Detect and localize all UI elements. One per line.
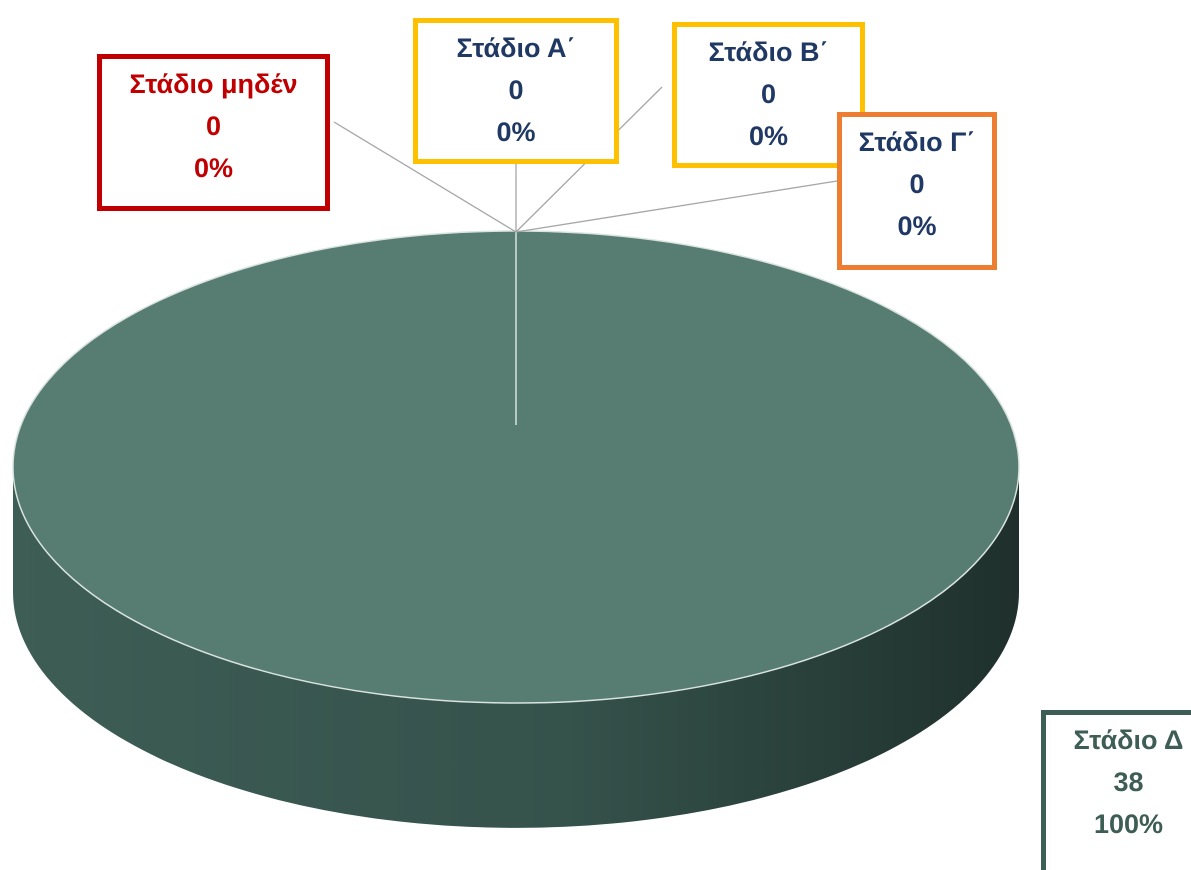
data-label-percent: 100%	[1093, 809, 1164, 839]
data-label-value: 0	[205, 111, 222, 141]
data-label-category: Στάδιο μηδέν	[129, 69, 298, 99]
data-label-category: Στάδιο Β΄	[708, 37, 829, 67]
data-label-value: 0	[909, 169, 925, 199]
data-label-percent: 0%	[748, 121, 789, 151]
data-label-percent: 0%	[496, 117, 536, 147]
leader-line	[333, 121, 517, 233]
data-label: Στάδιο Α΄ 0 0%	[413, 18, 619, 164]
data-label: Στάδιο Β΄ 0 0%	[672, 22, 865, 168]
data-label-percent: 0%	[193, 153, 234, 183]
data-label-category: Στάδιο Δ	[1073, 725, 1184, 755]
data-label: Στάδιο Γ΄ 0 0%	[837, 112, 997, 270]
data-label-value: 0	[508, 75, 524, 105]
data-label: Στάδιο μηδέν 0 0%	[97, 54, 330, 211]
data-label-category: Στάδιο Α΄	[456, 33, 576, 63]
data-label-percent: 0%	[897, 211, 937, 241]
data-label-category: Στάδιο Γ΄	[858, 127, 976, 157]
pie-side-wall	[13, 467, 1019, 828]
leader-line	[515, 180, 838, 233]
data-label: Στάδιο Δ 38 100%	[1041, 710, 1191, 870]
data-label-value: 0	[760, 79, 777, 109]
data-label-value: 38	[1113, 767, 1144, 797]
